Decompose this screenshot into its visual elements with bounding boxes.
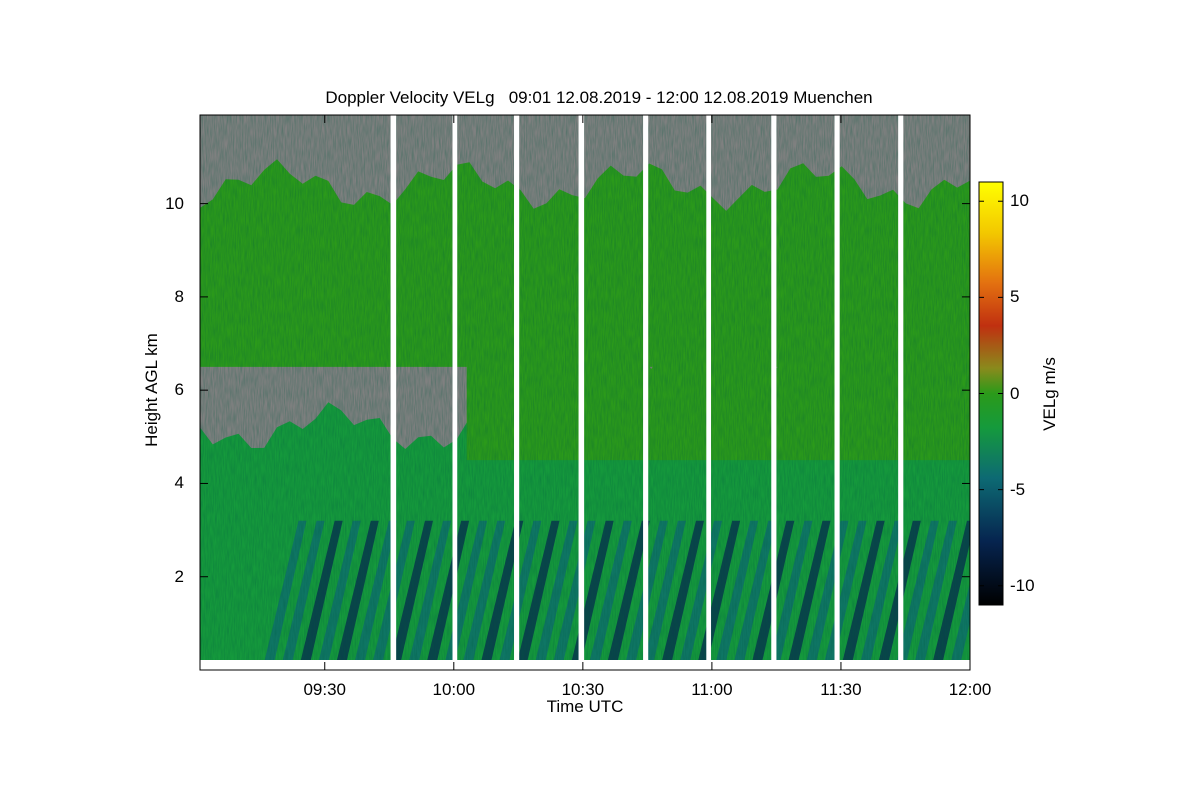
y-tick-label: 4 bbox=[174, 473, 184, 493]
scan-gap bbox=[898, 115, 904, 660]
x-tick-label: 11:30 bbox=[820, 680, 862, 699]
scan-gap bbox=[578, 115, 585, 660]
colorbar-tick-label: 10 bbox=[1010, 191, 1029, 211]
scan-gap bbox=[771, 115, 777, 660]
colorbar-ticks bbox=[979, 200, 1003, 587]
scan-gap bbox=[643, 115, 649, 660]
plot-frame bbox=[199, 114, 971, 671]
scan-gap bbox=[452, 115, 458, 660]
y-tick-label: 6 bbox=[174, 380, 184, 400]
x-tick-label: 11:00 bbox=[691, 680, 733, 699]
y-ticks bbox=[200, 203, 970, 578]
chart-title: Doppler Velocity VELg 09:01 12.08.2019 -… bbox=[325, 88, 873, 107]
texture-overlay bbox=[200, 115, 970, 660]
colorbar-tick-label: 5 bbox=[1010, 287, 1020, 307]
y-axis-label: Height AGL km bbox=[142, 333, 161, 447]
scan-gap bbox=[390, 115, 397, 660]
colorbar-tick-label: -5 bbox=[1010, 479, 1026, 499]
colorbar-tick-label: 0 bbox=[1010, 383, 1020, 403]
scan-gap bbox=[514, 115, 520, 660]
y-tick-label: 2 bbox=[174, 566, 184, 586]
x-tick-label: 10:00 bbox=[432, 680, 476, 699]
y-tick-label: 8 bbox=[174, 286, 184, 306]
scan-gaps bbox=[390, 115, 904, 660]
y-tick-label: 10 bbox=[165, 193, 184, 213]
x-ticks bbox=[324, 115, 971, 670]
x-tick-label: 09:30 bbox=[303, 680, 347, 699]
x-tick-label: 10:30 bbox=[561, 680, 605, 699]
scan-gap bbox=[706, 115, 712, 660]
x-tick-label: 12:00 bbox=[948, 680, 992, 699]
colorbar-label: VELg m/s bbox=[1040, 357, 1059, 431]
x-axis-label: Time UTC bbox=[546, 697, 624, 716]
scan-gap bbox=[834, 115, 840, 660]
colorbar-tick-label: -10 bbox=[1010, 575, 1035, 595]
